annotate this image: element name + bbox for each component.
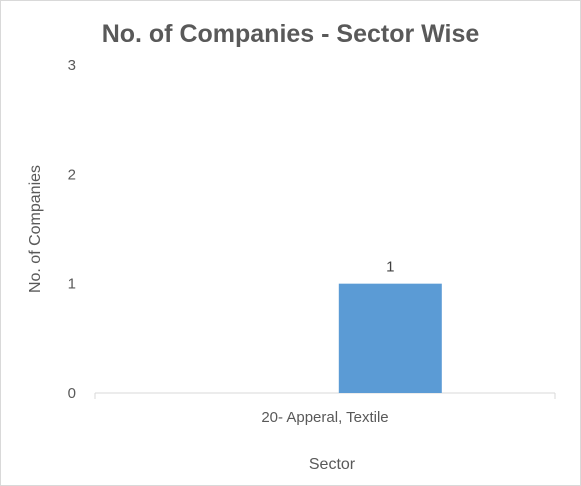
y-axis-title: No. of Companies — [27, 165, 44, 293]
x-axis-ticks — [94, 393, 556, 399]
chart-title: No. of Companies - Sector Wise — [101, 20, 480, 48]
bar — [338, 283, 442, 393]
y-tick-label: 3 — [68, 57, 76, 74]
data-label: 1 — [386, 259, 394, 276]
y-axis-ticks: 0 1 2 3 — [68, 57, 76, 402]
y-tick-label: 0 — [68, 385, 76, 402]
x-axis-title: Sector — [309, 456, 356, 473]
x-category-label: 20- Apperal, Textile — [261, 409, 388, 426]
bars — [338, 283, 442, 393]
data-labels: 1 — [386, 259, 394, 276]
y-tick-label: 2 — [68, 166, 76, 183]
x-category-labels: 20- Apperal, Textile — [261, 409, 388, 426]
y-tick-label: 1 — [68, 276, 76, 293]
